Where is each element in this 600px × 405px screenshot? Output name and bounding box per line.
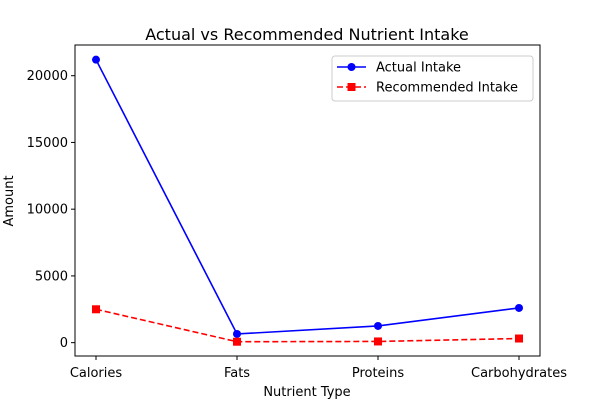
y-tick-label: 20000 [27,69,68,84]
legend-box [331,55,534,102]
data-point-actual-intake [233,329,241,338]
chart-title: Actual vs Recommended Nutrient Intake [145,25,469,44]
legend-label-recommended-intake: Recommended Intake [376,81,518,96]
x-tick-label: Proteins [352,366,405,381]
y-axis-label: Amount [2,175,17,226]
data-point-recommended-intake [515,334,523,343]
x-tick-label: Carbohydrates [471,366,567,381]
legend: Actual Intake Recommended Intake [331,55,534,102]
y-tick-label: 15000 [27,136,68,151]
data-point-recommended-intake [92,305,100,314]
legend-marker-recommended-intake [347,83,356,91]
y-tick-label: 0 [60,336,68,351]
x-axis: Calories Fats Proteins Carbohydrates [70,356,567,381]
y-tick-label: 10000 [27,203,68,218]
series-layer [92,55,523,346]
y-tick-label: 5000 [35,269,68,284]
data-point-actual-intake [515,303,523,312]
plot-frame [74,44,541,357]
series-line-actual-intake [95,59,520,335]
y-axis: 0 5000 10000 15000 20000 [27,69,75,351]
data-point-actual-intake [374,321,382,330]
data-point-actual-intake [92,55,100,64]
series-line-recommended-intake [95,308,520,343]
x-tick-label: Fats [224,366,250,381]
x-tick-label: Calories [70,366,123,381]
data-point-recommended-intake [233,337,241,346]
legend-marker-actual-intake [347,63,356,71]
legend-label-actual-intake: Actual Intake [376,61,461,76]
x-axis-label: Nutrient Type [263,385,350,400]
data-point-recommended-intake [374,337,382,346]
